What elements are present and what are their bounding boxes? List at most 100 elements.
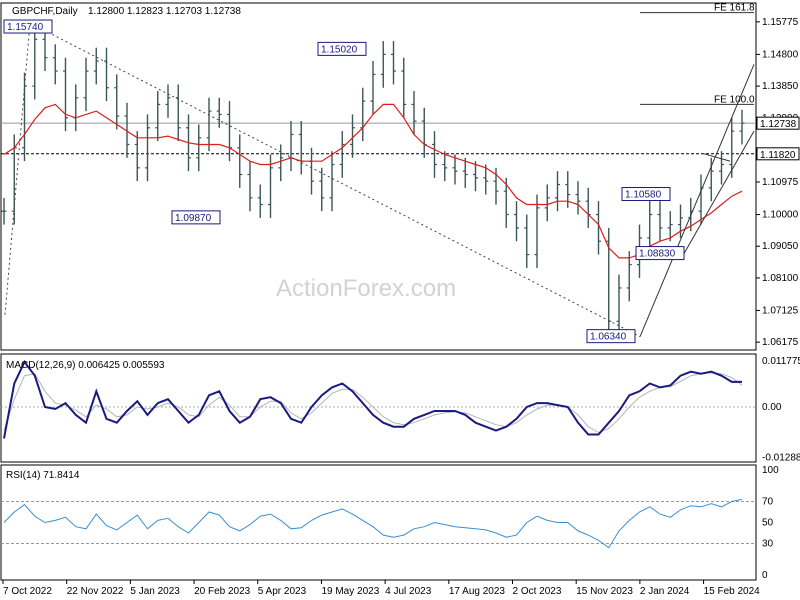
price-bar: [708, 157, 714, 202]
rsi-y-tick-label: 100: [762, 465, 779, 476]
price-y-tick-label: 1.10975: [762, 177, 799, 188]
price-bar: [216, 97, 222, 128]
price-bar: [83, 57, 89, 112]
macd-panel: MACD(12,26,9) 0.006425 0.005593: [0, 353, 757, 463]
x-tick-label: 15 Feb 2024: [704, 586, 761, 597]
x-tick-label: 19 May 2023: [321, 586, 379, 597]
price-callout-box: [3, 19, 53, 34]
price-bar: [411, 91, 417, 135]
moving-average-line: [3, 103, 743, 259]
price-y-tick-label: 1.10000: [762, 210, 799, 221]
price-bar: [442, 151, 448, 182]
rsi-y-tick-label: 30: [762, 539, 774, 550]
price-callout-box: [621, 187, 671, 202]
price-bar: [247, 161, 253, 212]
price-bar: [32, 26, 38, 100]
current-price-tag: 1.12738: [756, 116, 800, 130]
price-callout-label: 1.15740: [7, 22, 44, 33]
x-tick-label: 5 Jan 2023: [130, 586, 180, 597]
price-bar: [196, 124, 202, 172]
price-bar: [114, 74, 120, 130]
price-callout: 1.10580: [621, 187, 671, 202]
price-callout-label: 1.06340: [590, 332, 627, 343]
price-bar: [339, 131, 345, 178]
x-tick-label: 5 Apr 2023: [258, 586, 307, 597]
watermark: ActionForex.com: [276, 275, 456, 302]
flag-line: [703, 153, 731, 162]
rsi-line: [3, 498, 743, 549]
price-bar: [145, 114, 150, 182]
fib-level-label: FE 100.0: [714, 94, 755, 105]
ref-price-tag-label: 1.11820: [760, 150, 796, 161]
price-callout-label: 1.08830: [639, 249, 676, 260]
price-bar: [626, 251, 632, 302]
price-bar: [452, 154, 458, 185]
price-bar: [462, 157, 468, 188]
rsi-y-tick-label: 70: [762, 497, 774, 508]
price-bar: [350, 114, 355, 158]
price-bar: [534, 194, 540, 268]
x-tick-label: 2 Jan 2024: [640, 586, 690, 597]
price-bar: [391, 41, 396, 85]
price-bar: [596, 201, 601, 255]
price-y-tick-label: 1.15775: [762, 17, 799, 28]
price-bar: [278, 144, 284, 182]
price-y-tick-label: 1.08100: [762, 273, 799, 284]
price-bar: [719, 151, 724, 185]
price-bar: [483, 164, 489, 195]
price-bar: [1, 197, 7, 225]
price-bar: [155, 91, 161, 142]
price-bar: [473, 161, 478, 192]
rsi-panel-frame: [0, 464, 757, 581]
macd-title: MACD(12,26,9) 0.006425 0.005593: [6, 360, 165, 371]
price-callout: 1.15740: [3, 19, 53, 34]
current-price-tag-box: [756, 116, 800, 130]
price-bar: [319, 167, 325, 212]
price-bar: [616, 274, 622, 335]
price-callout-label: 1.10580: [625, 190, 662, 201]
price-bar: [329, 151, 335, 212]
price-bar: [657, 201, 663, 242]
price-bar: [124, 102, 130, 158]
price-header-ohlc: 1.12800 1.12823 1.12703 1.12738: [88, 6, 241, 17]
price-bar: [370, 61, 376, 115]
price-bar: [165, 84, 171, 118]
price-bar: [401, 57, 407, 118]
price-bar: [257, 184, 263, 218]
price-callout-label: 1.09870: [175, 213, 212, 224]
x-tick-label: 20 Feb 2023: [194, 586, 251, 597]
price-bar: [739, 109, 745, 145]
price-bar: [237, 134, 243, 188]
price-callout: 1.15020: [317, 41, 367, 56]
rsi-title: RSI(14) 71.8414: [6, 470, 80, 481]
price-bar: [22, 72, 27, 162]
y-axes: 1.157751.148001.138501.129001.118501.109…: [756, 17, 800, 581]
x-tick-label: 17 Aug 2023: [449, 586, 506, 597]
price-bar: [380, 41, 386, 88]
price-callout-box: [586, 329, 636, 344]
left-trend-line: [4, 22, 31, 315]
macd-y-tick-label: -0.012882: [762, 453, 800, 464]
price-callout-label: 1.15020: [321, 44, 358, 55]
price-bar: [63, 57, 68, 132]
price-bar: [575, 181, 581, 215]
ref-price-tag: 1.11820: [756, 147, 800, 161]
macd-panel-frame: [0, 353, 757, 463]
downtrend-line: [29, 22, 641, 338]
price-bar: [647, 201, 653, 252]
macd-y-tick-label: 0.011775: [762, 356, 800, 367]
price-bar: [93, 47, 99, 85]
price-y-tick-label: 1.06175: [762, 337, 799, 348]
current-price-tag-label: 1.12738: [760, 119, 797, 130]
price-callout-box: [317, 41, 367, 56]
fib-level-label: FE 161.8: [714, 3, 755, 14]
price-bar: [524, 214, 530, 268]
x-axis: 7 Oct 2022 22 Nov 2022 5 Jan 2023 20 Feb 20…: [2, 580, 761, 597]
price-bar: [667, 211, 673, 242]
x-tick-label: 7 Oct 2022: [3, 586, 52, 597]
macd-y-tick-label: 0.00: [762, 402, 782, 413]
price-bar: [503, 177, 509, 228]
price-panel-frame: [0, 2, 757, 351]
rsi-panel: RSI(14) 71.8414: [0, 464, 757, 581]
